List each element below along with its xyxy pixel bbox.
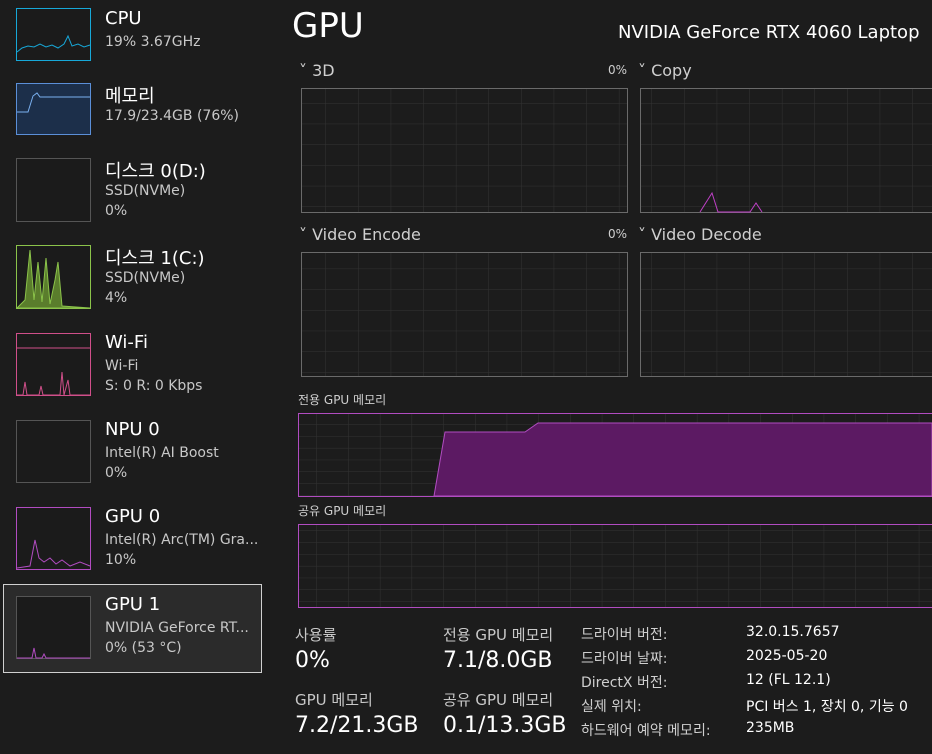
sidebar-item-detail: 10% bbox=[105, 552, 137, 568]
sidebar-item-name[interactable]: CPU bbox=[105, 8, 142, 29]
sidebar-item-detail: S: 0 R: 0 Kbps bbox=[105, 378, 203, 394]
sidebar-item-name[interactable]: 디스크 1(C:) bbox=[105, 248, 205, 269]
stat-value: 7.1/8.0GB bbox=[443, 648, 553, 673]
sidebar-item-name[interactable]: 디스크 0(D:) bbox=[105, 161, 206, 182]
graph-label[interactable]: ˅ Video Decode bbox=[638, 225, 762, 244]
stat-value: 0% bbox=[295, 648, 330, 673]
property-key: DirectX 버전: bbox=[581, 675, 668, 691]
property-value: 12 (FL 12.1) bbox=[746, 672, 831, 688]
sidebar-item-detail: 0% bbox=[105, 203, 128, 219]
sidebar-item-name[interactable]: Wi-Fi bbox=[105, 332, 148, 353]
property-key: 하드웨어 예약 메모리: bbox=[581, 723, 711, 739]
property-key: 드라이버 날짜: bbox=[581, 651, 668, 667]
sidebar-item-name[interactable]: GPU 1 bbox=[105, 594, 161, 615]
sidebar-item-detail: Intel(R) AI Boost bbox=[105, 445, 219, 461]
sidebar-item-name[interactable]: GPU 0 bbox=[105, 506, 161, 527]
stat-label: 공유 GPU 메모리 bbox=[443, 691, 554, 709]
stat-label: 전용 GPU 메모리 bbox=[443, 626, 554, 644]
property-value: 32.0.15.7657 bbox=[746, 624, 840, 640]
memory-graph-label: 공유 GPU 메모리 bbox=[298, 504, 387, 518]
stat-value: 7.2/21.3GB bbox=[295, 713, 419, 738]
page-title: GPU bbox=[292, 6, 364, 46]
sidebar-item-name[interactable]: NPU 0 bbox=[105, 419, 160, 440]
sidebar-item-detail: 4% bbox=[105, 290, 128, 306]
property-key: 드라이버 버전: bbox=[581, 627, 668, 643]
sidebar-item-detail: SSD(NVMe) bbox=[105, 270, 186, 286]
sidebar-thumbnails bbox=[15, 8, 91, 659]
stat-label: GPU 메모리 bbox=[295, 691, 373, 709]
property-value: 235MB bbox=[746, 720, 795, 736]
sidebar-item-name[interactable]: 메모리 bbox=[105, 86, 155, 107]
sidebar-item-detail: 0% bbox=[105, 465, 128, 481]
sidebar-item-detail: Intel(R) Arc(TM) Gra... bbox=[105, 532, 259, 548]
sidebar-item-detail: 19% 3.67GHz bbox=[105, 34, 201, 50]
graph-percent: 0% bbox=[607, 63, 627, 77]
stat-value: 0.1/13.3GB bbox=[443, 713, 567, 738]
property-key: 실제 위치: bbox=[581, 699, 642, 715]
sidebar-item-detail: 0% (53 °C) bbox=[105, 640, 182, 656]
sidebar-item-detail: 17.9/23.4GB (76%) bbox=[105, 108, 240, 124]
property-value: 2025-05-20 bbox=[746, 648, 828, 664]
stat-label: 사용률 bbox=[295, 626, 337, 644]
sidebar-item-detail: Wi-Fi bbox=[105, 358, 139, 374]
graph-percent: 0% bbox=[607, 227, 627, 241]
graph-label[interactable]: ˅ 3D bbox=[299, 61, 335, 80]
property-value: PCI 버스 1, 장치 0, 기능 0 bbox=[746, 699, 908, 715]
memory-graph-label: 전용 GPU 메모리 bbox=[298, 393, 387, 407]
sidebar-item-detail: NVIDIA GeForce RT... bbox=[105, 620, 249, 636]
device-name: NVIDIA GeForce RTX 4060 Laptop bbox=[618, 22, 920, 43]
sidebar-item-detail: SSD(NVMe) bbox=[105, 183, 186, 199]
graph-label[interactable]: ˅ Video Encode bbox=[299, 225, 421, 244]
graph-label[interactable]: ˅ Copy bbox=[638, 61, 692, 80]
